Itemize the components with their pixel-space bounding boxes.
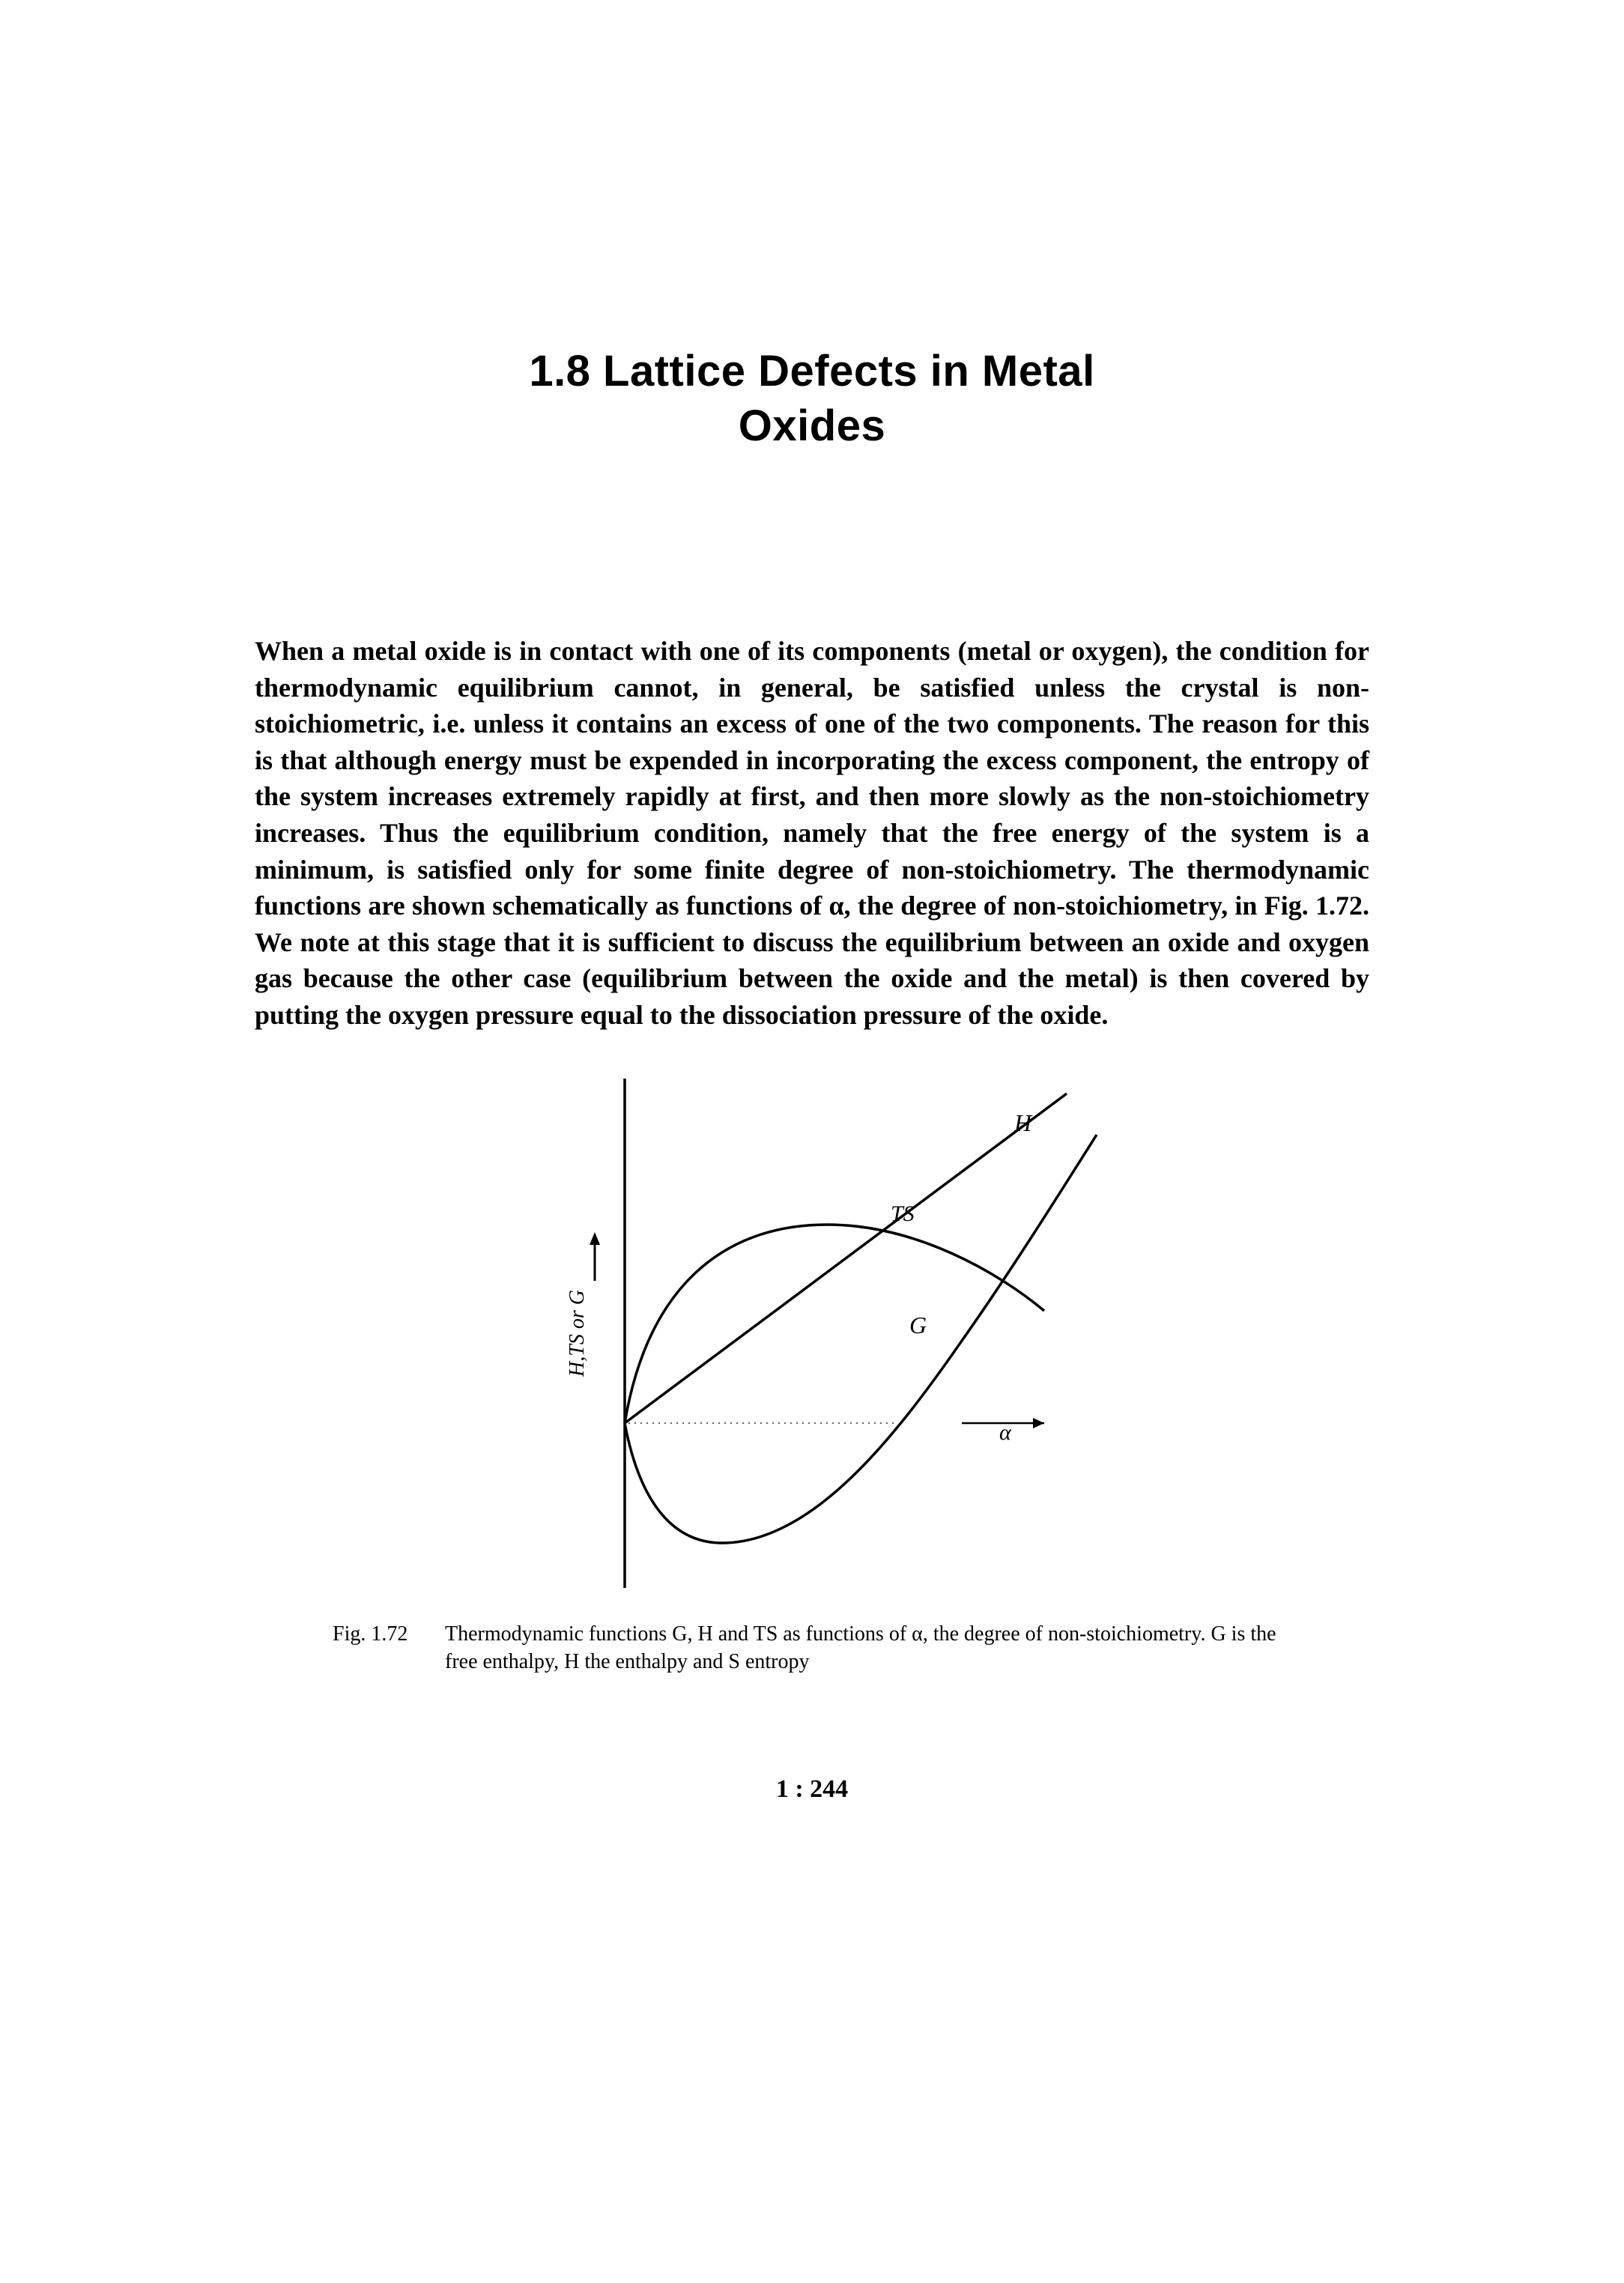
page: 1.8 Lattice Defects in Metal Oxides When… — [0, 0, 1624, 2283]
title-line-1: 1.8 Lattice Defects in Metal — [529, 347, 1094, 395]
x-axis-label: α — [999, 1420, 1012, 1445]
y-axis-label: H,TS or G — [566, 1290, 589, 1377]
curve-h — [625, 1094, 1067, 1423]
curve-g — [625, 1135, 1097, 1543]
y-axis-label-arrow-icon — [590, 1232, 600, 1245]
caption-label: Fig. 1.72 — [333, 1620, 445, 1677]
caption-text: Thermodynamic functions G, H and TS as f… — [445, 1620, 1291, 1677]
section-title: 1.8 Lattice Defects in Metal Oxides — [255, 345, 1369, 453]
title-line-2: Oxides — [739, 401, 885, 450]
figure-caption: Fig. 1.72 Thermodynamic functions G, H a… — [333, 1620, 1291, 1677]
page-number: 1 : 244 — [0, 1775, 1624, 1804]
x-axis-arrow-icon — [1033, 1418, 1044, 1428]
body-paragraph: When a metal oxide is in contact with on… — [255, 633, 1369, 1034]
figure-1-72: α H,TS or G H TS G Fig. 1.72 Thermodynam… — [255, 1064, 1369, 1677]
curve-g-label: G — [909, 1312, 927, 1338]
curve-ts — [625, 1225, 1044, 1423]
thermo-functions-chart: α H,TS or G H TS G — [475, 1064, 1149, 1603]
curve-ts-label: TS — [891, 1201, 915, 1226]
curve-h-label: H — [1014, 1109, 1033, 1136]
